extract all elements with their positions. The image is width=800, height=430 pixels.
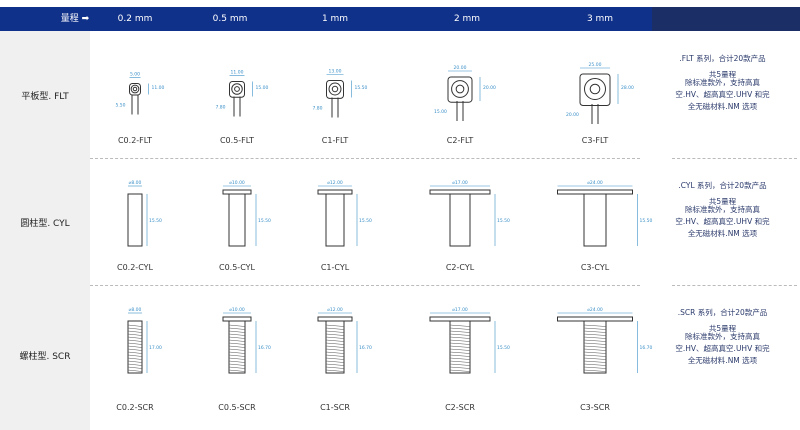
info-line: .FLT 系列，合计20款产品 (679, 54, 766, 63)
range-label: 量程 ➡ (60, 14, 90, 24)
header-bar: 量程 ➡ 0.2 mm 0.5 mm 1 mm 2 mm 3 mm (0, 7, 800, 31)
svg-text:7.80: 7.80 (313, 106, 323, 112)
row-divider (672, 158, 797, 159)
drawing-C0.2-SCR: ⌀8.00 17.00 (127, 307, 162, 374)
svg-text:5.50: 5.50 (116, 103, 126, 109)
drawing-C3-SCR: ⌀24.00 16.70 (557, 307, 653, 374)
row-label-column (0, 31, 90, 430)
info-line: 空.HV、超高真空.UHV 和完 (675, 217, 770, 226)
drawing-C3-FLT: 25.00 28.00 20.00 (566, 62, 634, 124)
model-caption: C1-SCR (320, 403, 350, 412)
info-line: 除标准款外，支持高真 (685, 205, 760, 214)
header-info-cell (652, 7, 800, 31)
row-label: 圆柱型. CYL (20, 218, 70, 229)
svg-text:7.80: 7.80 (216, 105, 226, 111)
svg-text:⌀24.00: ⌀24.00 (587, 180, 603, 186)
model-caption: C0.2-CYL (117, 263, 153, 272)
svg-text:16.70: 16.70 (359, 345, 372, 351)
svg-text:⌀8.00: ⌀8.00 (129, 180, 142, 186)
svg-text:5.00: 5.00 (130, 72, 140, 78)
svg-text:16.70: 16.70 (640, 345, 653, 351)
row-divider (672, 285, 797, 286)
info-line: 共5量程 (708, 70, 737, 79)
svg-text:17.00: 17.00 (149, 345, 162, 351)
range-3: 3 mm (586, 14, 614, 24)
svg-text:⌀10.00: ⌀10.00 (229, 307, 245, 313)
info-line: .CYL 系列，合计20款产品 (678, 181, 767, 190)
drawing-C2-CYL: ⌀17.00 15.50 (429, 180, 510, 247)
info-line: 全无磁材料.NM 选项 (687, 102, 758, 111)
info-line: 共5量程 (708, 197, 737, 206)
svg-text:28.00: 28.00 (621, 85, 634, 91)
svg-text:15.50: 15.50 (640, 218, 653, 224)
svg-text:15.50: 15.50 (359, 218, 372, 224)
svg-text:11.00: 11.00 (231, 70, 244, 76)
drawing-C0.5-FLT: 11.00 15.00 7.80 (216, 70, 269, 117)
svg-text:15.50: 15.50 (355, 85, 368, 91)
info-line: 共5量程 (708, 324, 737, 333)
drawing-C0.5-CYL: ⌀10.00 15.50 (222, 180, 271, 247)
info-line: 全无磁材料.NM 选项 (687, 229, 758, 238)
info-line: 除标准款外，支持高真 (685, 78, 760, 87)
model-caption: C0.2-FLT (117, 136, 153, 145)
svg-text:⌀8.00: ⌀8.00 (129, 307, 142, 313)
svg-text:16.70: 16.70 (258, 345, 271, 351)
svg-text:20.00: 20.00 (454, 65, 467, 71)
svg-text:20.00: 20.00 (483, 85, 496, 91)
range-0.2: 0.2 mm (117, 14, 153, 24)
drawing-C1-FLT: 13.00 15.50 7.80 (313, 69, 368, 118)
svg-text:25.00: 25.00 (589, 62, 602, 68)
svg-text:20.00: 20.00 (566, 112, 579, 118)
row-divider (90, 158, 640, 159)
svg-text:⌀10.00: ⌀10.00 (229, 180, 245, 186)
svg-text:11.00: 11.00 (152, 85, 165, 91)
drawing-C0.2-CYL: ⌀8.00 15.50 (127, 180, 162, 247)
model-caption: C3-SCR (580, 403, 610, 412)
info-line: 空.HV、超高真空.UHV 和完 (675, 344, 770, 353)
model-caption: C2-FLT (446, 136, 474, 145)
model-caption: C0.5-SCR (218, 403, 256, 412)
row-label: 平板型. FLT (21, 91, 69, 102)
model-caption: C2-SCR (445, 403, 475, 412)
info-line: .SCR 系列，合计20款产品 (677, 308, 768, 317)
svg-text:⌀24.00: ⌀24.00 (587, 307, 603, 313)
svg-text:⌀12.00: ⌀12.00 (327, 307, 343, 313)
model-caption: C2-CYL (445, 263, 475, 272)
svg-text:13.00: 13.00 (329, 69, 342, 75)
drawing-C2-SCR: ⌀17.00 15.50 (429, 307, 510, 374)
svg-text:15.00: 15.00 (256, 85, 269, 91)
row-divider (90, 285, 640, 286)
model-caption: C3-FLT (581, 136, 609, 145)
drawing-C2-FLT: 20.00 20.00 15.00 (434, 65, 496, 121)
drawing-C0.2-FLT: 5.00 11.00 5.50 (116, 72, 165, 115)
svg-text:⌀12.00: ⌀12.00 (327, 180, 343, 186)
model-caption: C0.5-FLT (219, 136, 255, 145)
svg-text:15.50: 15.50 (497, 345, 510, 351)
range-0.5: 0.5 mm (212, 14, 248, 24)
model-caption: C0.2-SCR (116, 403, 154, 412)
range-2: 2 mm (453, 14, 481, 24)
svg-text:⌀17.00: ⌀17.00 (452, 307, 468, 313)
model-caption: C1-FLT (321, 136, 349, 145)
info-line: 全无磁材料.NM 选项 (687, 356, 758, 365)
svg-text:15.50: 15.50 (149, 218, 162, 224)
drawing-C1-SCR: ⌀12.00 16.70 (317, 307, 372, 374)
svg-text:⌀17.00: ⌀17.00 (452, 180, 468, 186)
model-caption: C1-CYL (320, 263, 350, 272)
svg-text:15.50: 15.50 (258, 218, 271, 224)
info-line: 除标准款外，支持高真 (685, 332, 760, 341)
svg-text:15.00: 15.00 (434, 109, 447, 115)
model-caption: C3-CYL (580, 263, 610, 272)
range-1: 1 mm (321, 14, 349, 24)
drawing-C3-CYL: ⌀24.00 15.50 (557, 180, 653, 247)
drawing-C0.5-SCR: ⌀10.00 16.70 (222, 307, 271, 374)
info-line: 空.HV、超高真空.UHV 和完 (675, 90, 770, 99)
model-caption: C0.5-CYL (219, 263, 255, 272)
svg-text:15.50: 15.50 (497, 218, 510, 224)
row-label: 螺柱型. SCR (19, 352, 71, 362)
drawing-C1-CYL: ⌀12.00 15.50 (317, 180, 372, 247)
